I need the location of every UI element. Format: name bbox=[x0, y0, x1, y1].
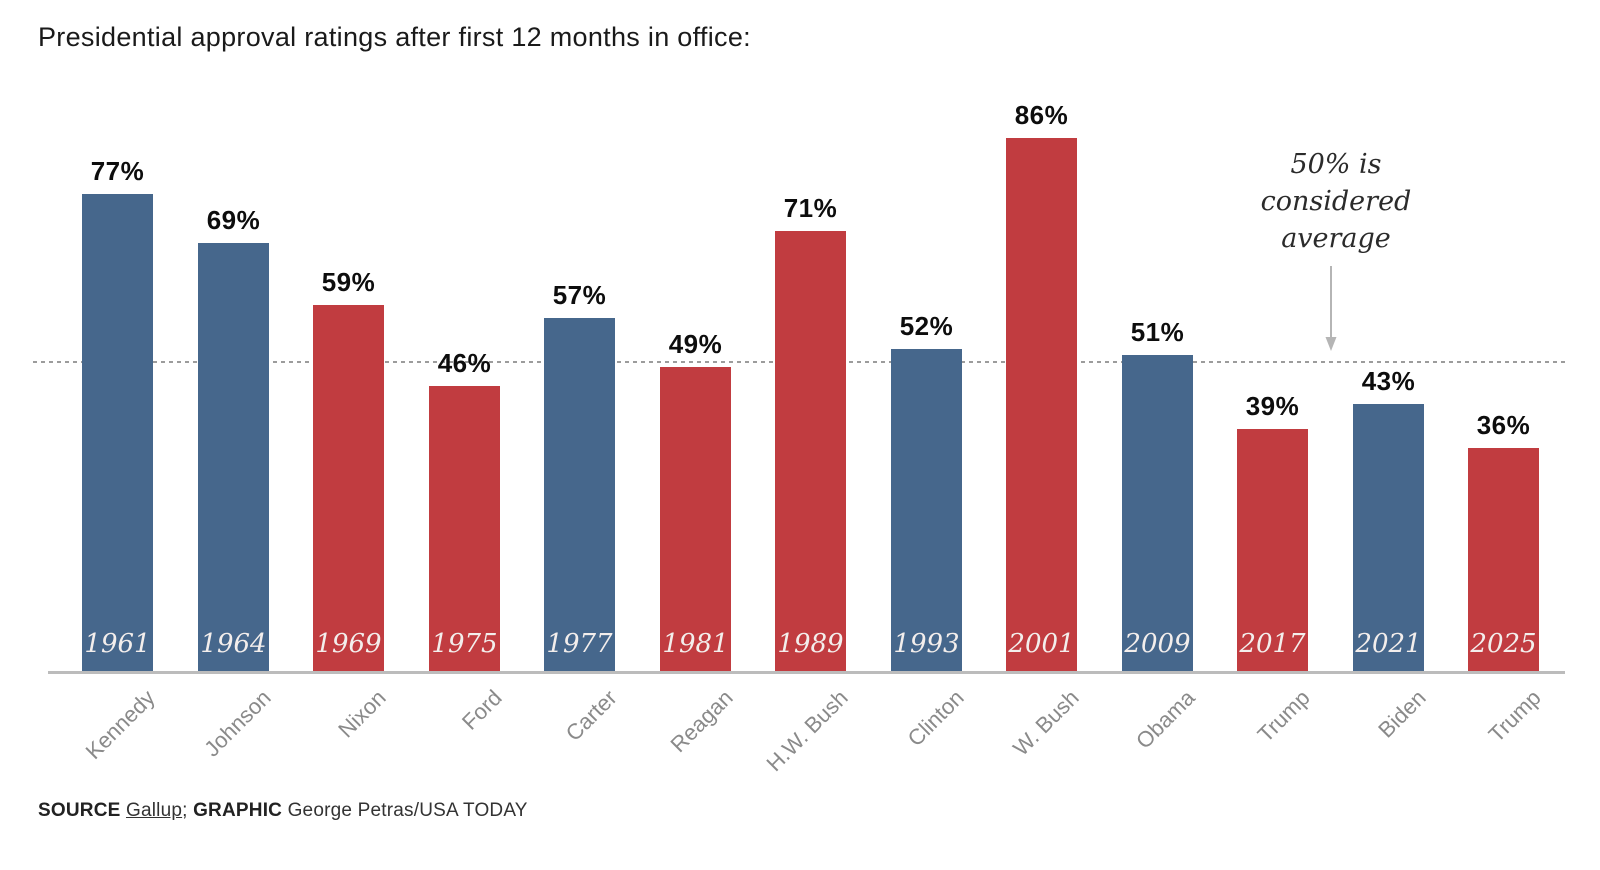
annotation-line-1: 50% is bbox=[1290, 149, 1382, 180]
bar-year-label-h-w-bush-1989: 1989 bbox=[777, 629, 844, 659]
bar-year-label-reagan-1981: 1981 bbox=[662, 629, 729, 659]
bar-value-label-h-w-bush-1989: 71% bbox=[783, 193, 838, 223]
bar-reagan-1981 bbox=[660, 367, 731, 671]
bar-ford-1975 bbox=[429, 386, 500, 671]
graphic-label: GRAPHIC bbox=[193, 800, 283, 821]
bar-biden-2021 bbox=[1353, 404, 1424, 671]
bar-year-label-obama-2009: 2009 bbox=[1124, 629, 1191, 659]
bar-clinton-1993 bbox=[891, 349, 962, 671]
bar-value-label-ford-1975: 46% bbox=[437, 348, 492, 378]
bar-year-label-w-bush-2001: 2001 bbox=[1008, 629, 1075, 659]
bar-year-label-trump-2017: 2017 bbox=[1239, 629, 1306, 659]
bar-nixon-1969 bbox=[313, 305, 384, 671]
chart-title: Presidential approval ratings after firs… bbox=[38, 22, 751, 52]
bar-value-label-trump-2017: 39% bbox=[1245, 391, 1300, 421]
bar-value-label-trump-2025: 36% bbox=[1476, 410, 1531, 440]
bar-h-w-bush-1989 bbox=[775, 231, 846, 671]
bar-kennedy-1961 bbox=[82, 194, 153, 671]
bar-value-label-johnson-1964: 69% bbox=[206, 205, 261, 235]
source-credit: SOURCE Gallup; GRAPHIC George Petras/USA… bbox=[38, 800, 528, 822]
bar-trump-2017 bbox=[1237, 429, 1308, 671]
bar-obama-2009 bbox=[1122, 355, 1193, 671]
bar-year-label-ford-1975: 1975 bbox=[431, 629, 498, 659]
x-axis-line bbox=[48, 671, 1565, 674]
bar-year-label-nixon-1969: 1969 bbox=[315, 629, 382, 659]
bar-value-label-clinton-1993: 52% bbox=[899, 311, 954, 341]
bar-value-label-w-bush-2001: 86% bbox=[1014, 100, 1069, 130]
bar-value-label-obama-2009: 51% bbox=[1130, 317, 1185, 347]
down-arrow-icon bbox=[1325, 266, 1337, 351]
annotation-50pct: 50% is considered average bbox=[1186, 146, 1486, 257]
bar-carter-1977 bbox=[544, 318, 615, 671]
annotation-line-3: average bbox=[1281, 223, 1391, 254]
bar-value-label-biden-2021: 43% bbox=[1361, 366, 1416, 396]
bar-year-label-carter-1977: 1977 bbox=[546, 629, 613, 659]
source-separator: ; bbox=[182, 800, 188, 821]
bar-value-label-nixon-1969: 59% bbox=[321, 267, 376, 297]
bar-year-label-trump-2025: 2025 bbox=[1470, 629, 1537, 659]
bar-year-label-clinton-1993: 1993 bbox=[893, 629, 960, 659]
bar-trump-2025 bbox=[1468, 448, 1539, 671]
graphic-credit: George Petras/USA TODAY bbox=[287, 800, 528, 821]
annotation-line-2: considered bbox=[1260, 186, 1412, 217]
bar-year-label-biden-2021: 2021 bbox=[1355, 629, 1422, 659]
bar-value-label-carter-1977: 57% bbox=[552, 280, 607, 310]
source-gallup-link[interactable]: Gallup bbox=[125, 800, 183, 821]
bar-value-label-kennedy-1961: 77% bbox=[90, 156, 145, 186]
bar-johnson-1964 bbox=[198, 243, 269, 671]
bar-value-label-reagan-1981: 49% bbox=[668, 329, 723, 359]
bar-year-label-johnson-1964: 1964 bbox=[200, 629, 267, 659]
source-label: SOURCE bbox=[38, 800, 121, 821]
bar-w-bush-2001 bbox=[1006, 138, 1077, 671]
bar-year-label-kennedy-1961: 1961 bbox=[84, 629, 151, 659]
